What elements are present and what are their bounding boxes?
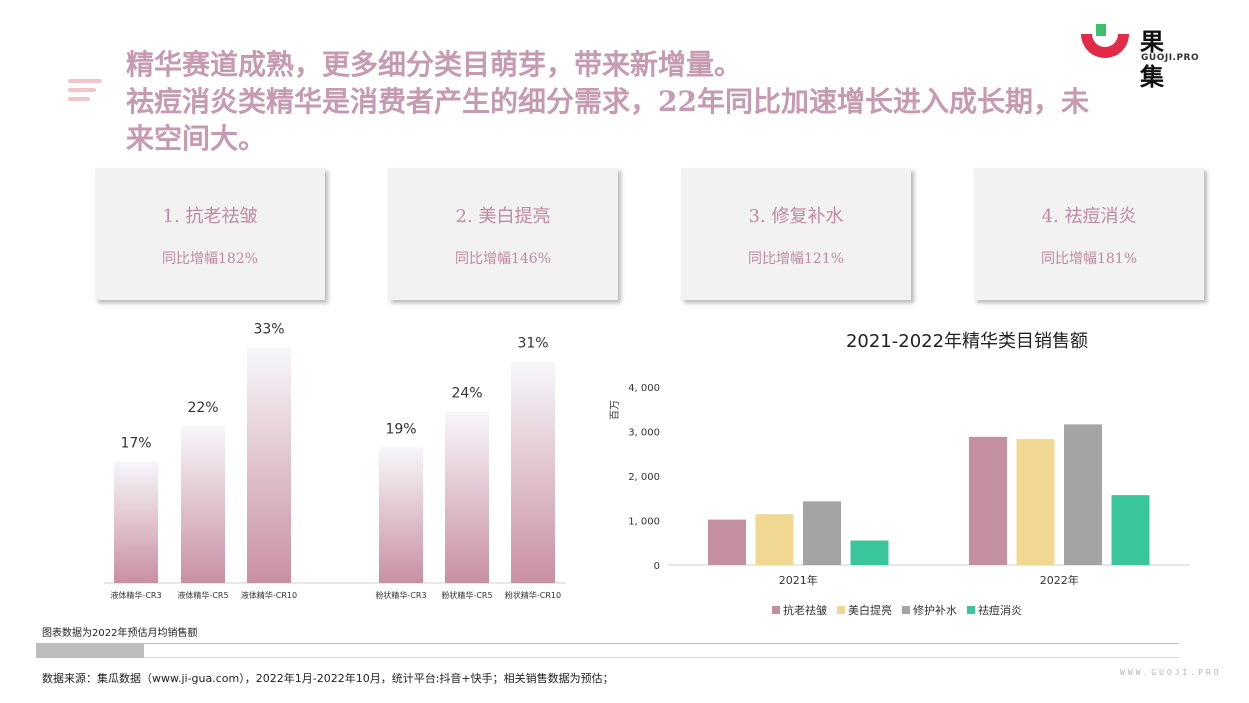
- chart-title: 2021-2022年精华类目销售额: [846, 331, 1088, 352]
- logo-sub: GUOJI.PRO: [1141, 53, 1200, 63]
- headline-line-1: 精华赛道成熟，更多细分类目萌芽，带来新增量。: [126, 48, 743, 81]
- card-growth: 同比增幅146%: [454, 251, 552, 267]
- y-tick-label: 4, 000: [628, 383, 660, 394]
- y-axis-label: 百万: [609, 400, 621, 420]
- x-tick-label: 粉状精华-CR3: [375, 590, 426, 600]
- bar: [379, 447, 423, 583]
- logo-name: 果集: [1140, 28, 1165, 91]
- y-tick-label: 3, 000: [628, 428, 660, 439]
- divider: [144, 657, 1179, 658]
- data-source: 数据来源：集瓜数据（www.ji-gua.com），2022年1月-2022年1…: [42, 672, 614, 685]
- data-label: 22%: [187, 400, 218, 416]
- headline-line-2: 祛痘消炎类精华是消费者产生的细分需求，22年同比加速增长进入成长期，未: [126, 85, 1089, 118]
- card-growth: 同比增幅182%: [161, 251, 259, 267]
- card-repair: 3. 修复补水 同比增幅121%: [681, 168, 911, 300]
- card-title: 4. 祛痘消炎: [1041, 206, 1137, 227]
- x-tick-label: 液体精华-CR5: [177, 590, 228, 600]
- logo: 果集 GUOJI.PRO: [1078, 22, 1199, 91]
- data-label: 31%: [517, 336, 548, 352]
- x-tick-label: 2021年: [779, 573, 818, 587]
- guoji-logo-icon: [1081, 24, 1129, 58]
- divider-accent: [36, 644, 144, 658]
- card-title: 3. 修复补水: [748, 206, 844, 227]
- card-acne: 4. 祛痘消炎 同比增幅181%: [974, 168, 1204, 300]
- concentration-bar-chart: 17% 液体精华-CR3 22% 液体精华-CR5 33% 液体精华-CR10 19% 粉状精…: [104, 322, 566, 600]
- card-anti-aging: 1. 抗老祛皱 同比增幅182%: [95, 168, 325, 300]
- bar: [708, 519, 746, 565]
- menu-icon[interactable]: [68, 79, 102, 101]
- chart-footnote: 图表数据为2022年预估月均销售额: [42, 628, 198, 639]
- x-tick-label: 液体精华-CR10: [241, 590, 297, 600]
- y-tick-label: 1, 000: [628, 517, 660, 528]
- data-label: 24%: [451, 386, 482, 402]
- bar: [247, 347, 291, 583]
- y-tick-label: 0: [654, 561, 660, 572]
- divider: [36, 643, 1179, 644]
- legend-label: 修护补水: [913, 603, 957, 617]
- bar: [969, 436, 1007, 565]
- x-tick-label: 粉状精华-CR5: [441, 590, 492, 600]
- x-tick-label: 液体精华-CR3: [110, 590, 161, 600]
- bar: [181, 425, 225, 583]
- website: WWW.GUOJI.PRO: [1120, 668, 1222, 677]
- bar: [803, 501, 841, 565]
- data-label: 33%: [253, 322, 284, 337]
- y-tick-label: 2, 000: [628, 472, 660, 483]
- card-whitening: 2. 美白提亮 同比增幅146%: [388, 168, 618, 300]
- bar: [511, 361, 555, 583]
- legend-label: 抗老祛皱: [783, 603, 827, 617]
- bar: [755, 514, 794, 565]
- legend-swatch: [902, 606, 910, 614]
- headline: 精华赛道成熟，更多细分类目萌芽，带来新增量。 祛痘消炎类精华是消费者产生的细分需…: [126, 46, 1216, 157]
- bar: [1016, 439, 1055, 565]
- bar: [114, 461, 158, 583]
- card-growth: 同比增幅121%: [747, 251, 845, 267]
- bar: [1111, 495, 1150, 565]
- card-title: 2. 美白提亮: [455, 206, 551, 227]
- card-growth: 同比增幅181%: [1040, 251, 1138, 267]
- x-tick-label: 2022年: [1040, 573, 1079, 587]
- legend-label: 美白提亮: [848, 603, 892, 617]
- data-label: 17%: [120, 436, 151, 452]
- bar: [850, 540, 889, 565]
- legend-label: 祛痘消炎: [978, 603, 1022, 617]
- legend-swatch: [772, 606, 780, 614]
- bar: [445, 411, 489, 583]
- data-label: 19%: [385, 421, 416, 437]
- bar: [1064, 424, 1102, 565]
- x-tick-label: 粉状精华-CR10: [505, 590, 561, 600]
- headline-line-3: 来空间大。: [126, 122, 267, 155]
- card-title: 1. 抗老祛皱: [162, 206, 258, 227]
- legend-swatch: [967, 606, 975, 614]
- legend-swatch: [837, 606, 845, 614]
